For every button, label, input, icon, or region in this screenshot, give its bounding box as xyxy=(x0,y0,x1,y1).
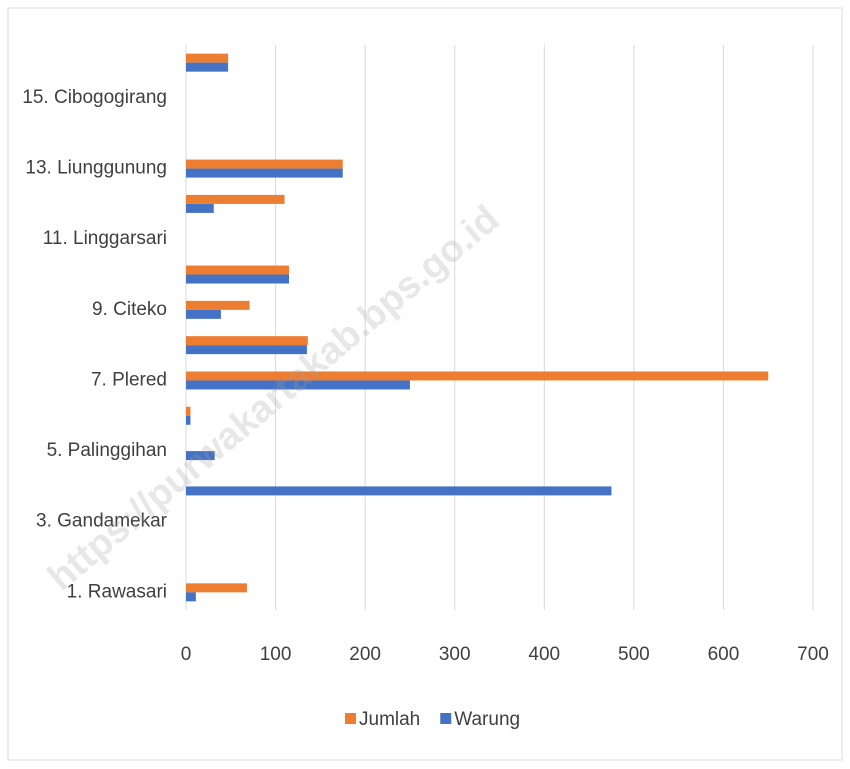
chart-border xyxy=(7,7,843,761)
bar xyxy=(186,583,247,593)
bar xyxy=(186,592,196,602)
legend-label: Warung xyxy=(454,709,520,730)
x-tick-label: 300 xyxy=(439,644,471,665)
bar xyxy=(186,406,191,416)
bar xyxy=(186,451,215,461)
bar xyxy=(186,62,229,72)
x-tick-label: 500 xyxy=(618,644,650,665)
watermark: https://purwakartakab.bps.go.id xyxy=(40,198,507,599)
y-tick-label: 13. Liunggunung xyxy=(25,158,167,179)
legend-label: Jumlah xyxy=(359,709,420,730)
y-tick-label: 7. Plered xyxy=(91,369,167,390)
bar xyxy=(186,159,343,169)
bar xyxy=(186,415,191,425)
bar xyxy=(186,345,307,355)
bar xyxy=(186,274,290,284)
x-tick-label: 200 xyxy=(349,644,381,665)
y-tick-label: 15. Cibogogirang xyxy=(22,87,167,108)
y-tick-label: 9. Citeko xyxy=(92,299,167,320)
bar xyxy=(186,203,214,213)
bar xyxy=(186,371,769,381)
legend-swatch xyxy=(440,713,452,724)
y-tick-label: 1. Rawasari xyxy=(67,581,167,602)
bar xyxy=(186,194,285,204)
bar xyxy=(186,380,410,390)
x-tick-label: 600 xyxy=(708,644,740,665)
bar xyxy=(186,265,290,275)
bar xyxy=(186,486,612,496)
y-tick-label: 5. Palinggihan xyxy=(47,440,167,461)
bar xyxy=(186,53,229,63)
y-tick-label: 3. Gandamekar xyxy=(36,511,168,532)
bar xyxy=(186,168,343,178)
x-tick-label: 400 xyxy=(528,644,560,665)
bar xyxy=(186,300,250,310)
x-tick-label: 0 xyxy=(181,644,192,665)
x-tick-label: 700 xyxy=(797,644,829,665)
bar xyxy=(186,309,221,319)
bar xyxy=(186,336,308,346)
y-tick-label: 11. Linggarsari xyxy=(43,228,167,249)
legend-swatch xyxy=(345,713,356,724)
x-tick-label: 100 xyxy=(260,644,292,665)
